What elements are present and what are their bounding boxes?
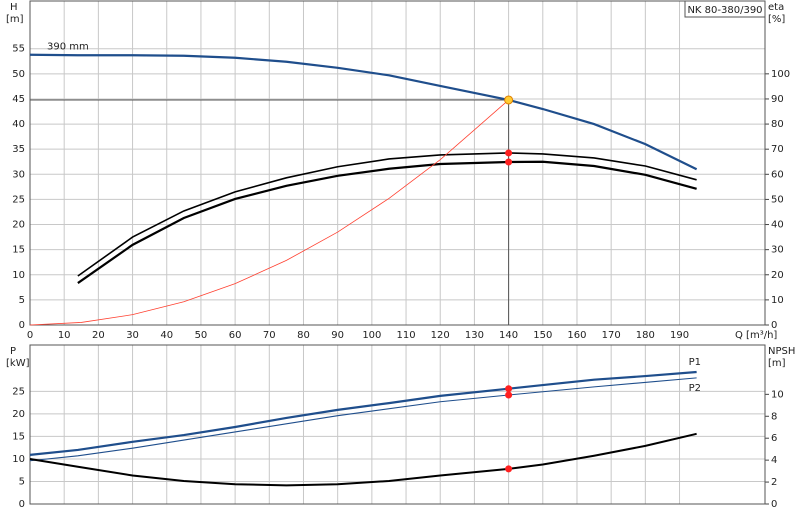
- x-tick-label: 180: [636, 330, 655, 341]
- y-tick-label: 15: [12, 431, 25, 442]
- y2-axis-unit: [%]: [768, 14, 785, 25]
- duty-marker: [505, 465, 513, 473]
- y-axis-unit: [m]: [6, 14, 24, 25]
- y2-tick-label: 60: [771, 169, 784, 180]
- chart-title: NK 80-380/390: [687, 5, 762, 16]
- duty-marker: [505, 391, 513, 399]
- x-tick-label: 110: [396, 330, 415, 341]
- y2-tick-label: 70: [771, 144, 784, 155]
- y-tick-label: 25: [12, 194, 25, 205]
- curve: [29, 99, 509, 326]
- y-tick-label: 0: [19, 320, 25, 331]
- y-tick-label: 10: [12, 454, 25, 465]
- x-tick-label: 50: [195, 330, 208, 341]
- x-axis-label: Q [m³/h]: [735, 330, 777, 341]
- y-tick-label: 10: [12, 270, 25, 281]
- curve: [29, 370, 697, 456]
- x-tick-label: 120: [431, 330, 450, 341]
- y2-tick-label: 6: [771, 433, 777, 444]
- y2-tick-label: 50: [771, 194, 784, 205]
- x-tick-label: 60: [229, 330, 242, 341]
- curve: [77, 152, 697, 277]
- x-tick-label: 130: [465, 330, 484, 341]
- y-tick-label: 15: [12, 245, 25, 256]
- y2-tick-label: 30: [771, 245, 784, 256]
- y-tick-label: 20: [12, 220, 25, 231]
- y-tick-label: 50: [12, 69, 25, 80]
- y2-axis-label: eta: [768, 2, 784, 13]
- y2-tick-label: 10: [771, 389, 784, 400]
- y-axis-label: H: [10, 2, 18, 13]
- y-tick-label: 20: [12, 409, 25, 420]
- x-tick-label: 0: [27, 330, 33, 341]
- series-label: P1: [689, 357, 701, 368]
- y-axis-unit: [kW]: [6, 358, 30, 369]
- x-tick-label: 190: [670, 330, 689, 341]
- duty-marker: [505, 149, 513, 157]
- series-label: 390 mm: [47, 42, 89, 53]
- y2-tick-label: 10: [771, 295, 784, 306]
- y2-tick-label: 90: [771, 94, 784, 105]
- curve: [77, 160, 697, 284]
- y2-tick-label: 20: [771, 270, 784, 281]
- x-tick-label: 10: [58, 330, 71, 341]
- y-tick-label: 30: [12, 169, 25, 180]
- y2-tick-label: 0: [771, 320, 777, 331]
- curve: [29, 432, 697, 487]
- y-tick-label: 55: [12, 44, 25, 55]
- y-tick-label: 45: [12, 94, 25, 105]
- x-tick-label: 20: [92, 330, 105, 341]
- y2-tick-label: 100: [771, 69, 790, 80]
- x-tick-label: 80: [297, 330, 310, 341]
- y2-axis-unit: [m]: [768, 358, 786, 369]
- x-tick-label: 140: [499, 330, 518, 341]
- duty-marker: [505, 158, 513, 166]
- title-box: [684, 0, 766, 18]
- y-tick-label: 40: [12, 119, 25, 130]
- y-tick-label: 5: [19, 476, 25, 487]
- y-tick-label: 25: [12, 386, 25, 397]
- y-tick-label: 5: [19, 295, 25, 306]
- x-tick-label: 70: [263, 330, 276, 341]
- curve: [29, 377, 697, 462]
- curve: [29, 53, 698, 171]
- y-tick-label: 0: [19, 499, 25, 510]
- y2-tick-label: 80: [771, 119, 784, 130]
- y-axis-label: P: [10, 346, 16, 357]
- x-tick-label: 100: [362, 330, 381, 341]
- x-tick-label: 150: [533, 330, 552, 341]
- x-tick-label: 30: [126, 330, 139, 341]
- series-label: P2: [689, 383, 701, 394]
- y2-tick-label: 0: [771, 499, 777, 510]
- y2-axis-label: NPSH: [768, 346, 795, 357]
- operating-point: [504, 95, 514, 105]
- y-tick-label: 35: [12, 144, 25, 155]
- x-tick-label: 40: [160, 330, 173, 341]
- x-tick-label: 160: [567, 330, 586, 341]
- y2-tick-label: 40: [771, 220, 784, 231]
- x-tick-label: 170: [602, 330, 621, 341]
- plot-frame: [29, 0, 766, 326]
- x-tick-label: 90: [331, 330, 344, 341]
- y2-tick-label: 4: [771, 455, 777, 466]
- duty-marker: [505, 385, 513, 393]
- plot-frame: [29, 344, 766, 505]
- y2-tick-label: 2: [771, 477, 777, 488]
- y2-tick-label: 8: [771, 411, 777, 422]
